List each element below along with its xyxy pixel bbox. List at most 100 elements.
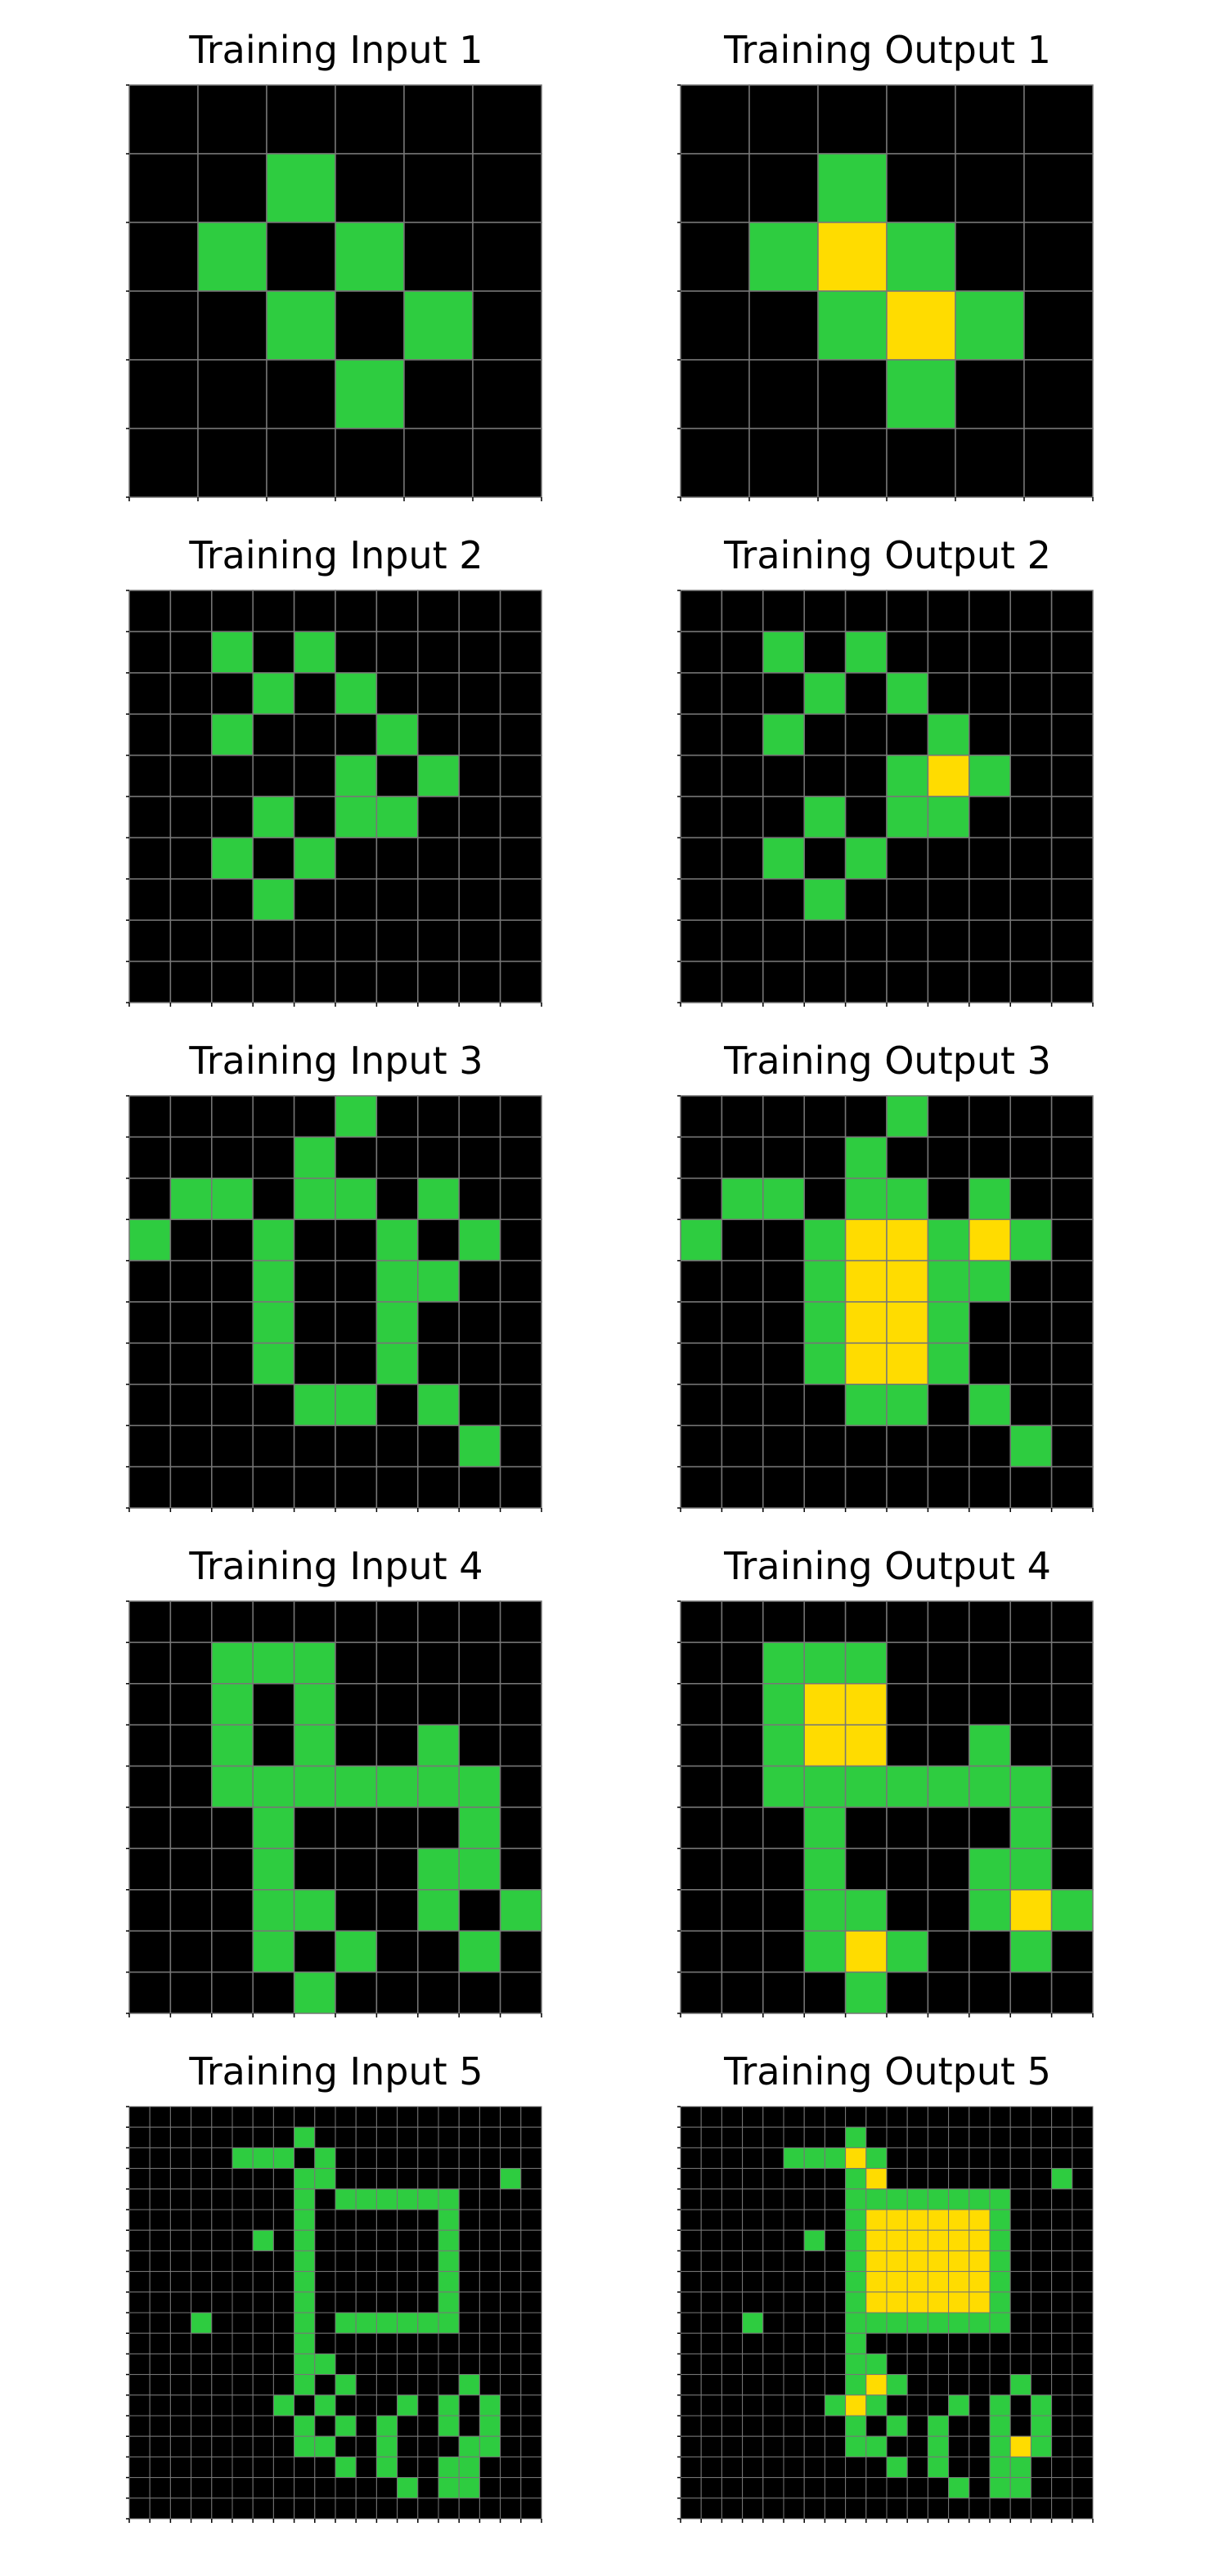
empty-cell xyxy=(803,713,847,756)
empty-cell xyxy=(314,2209,336,2231)
empty-cell xyxy=(500,2250,522,2273)
empty-cell xyxy=(149,2332,171,2354)
empty-cell xyxy=(128,1641,172,1685)
empty-cell xyxy=(969,837,1011,880)
green-cell xyxy=(438,2394,460,2417)
empty-cell xyxy=(355,2291,377,2313)
empty-cell xyxy=(969,2332,991,2354)
empty-cell xyxy=(231,2250,254,2273)
empty-cell xyxy=(721,1384,764,1426)
empty-cell xyxy=(824,2415,847,2437)
empty-cell xyxy=(417,1930,460,1973)
empty-cell xyxy=(375,2250,398,2273)
empty-cell xyxy=(783,2250,805,2273)
green-cell xyxy=(335,796,378,839)
empty-cell xyxy=(762,878,805,921)
empty-cell xyxy=(500,2394,522,2417)
green-cell xyxy=(252,1930,295,1973)
empty-cell xyxy=(824,2168,847,2190)
empty-cell xyxy=(417,2209,439,2231)
empty-cell xyxy=(458,1889,501,1932)
empty-cell xyxy=(783,2168,805,2190)
empty-cell xyxy=(149,2209,171,2231)
empty-cell xyxy=(969,631,1011,674)
empty-cell xyxy=(886,1425,929,1468)
empty-cell xyxy=(989,2147,1011,2170)
empty-cell xyxy=(293,672,336,715)
empty-cell xyxy=(128,2415,151,2437)
empty-cell xyxy=(1072,2435,1094,2457)
empty-cell xyxy=(969,713,1011,756)
green-cell xyxy=(803,1889,847,1932)
empty-cell xyxy=(417,1425,460,1468)
empty-cell xyxy=(762,1806,805,1850)
empty-cell xyxy=(252,2497,274,2520)
green-cell xyxy=(458,1806,501,1850)
panel-training-input-3: Training Input 3 xyxy=(126,1011,545,1518)
empty-cell xyxy=(721,878,764,921)
green-cell xyxy=(252,2147,274,2170)
empty-cell xyxy=(886,2497,908,2520)
green-cell xyxy=(969,2312,991,2334)
empty-cell xyxy=(128,1425,172,1468)
empty-cell xyxy=(886,837,929,880)
empty-cell xyxy=(1051,2147,1073,2170)
empty-cell xyxy=(128,2147,151,2170)
empty-cell xyxy=(721,2250,744,2273)
empty-cell xyxy=(955,222,1025,292)
empty-cell xyxy=(721,2188,744,2210)
empty-cell xyxy=(479,2312,501,2334)
empty-cell xyxy=(252,590,295,633)
green-cell xyxy=(927,1342,970,1385)
empty-cell xyxy=(762,2332,784,2354)
green-cell xyxy=(294,2250,316,2273)
empty-cell xyxy=(680,153,750,223)
green-cell xyxy=(1051,2168,1073,2190)
yellow-cell xyxy=(927,2291,950,2313)
green-cell xyxy=(948,2312,970,2334)
empty-cell xyxy=(906,2374,928,2396)
yellow-cell xyxy=(844,1683,888,1726)
empty-cell xyxy=(783,2415,805,2437)
green-cell xyxy=(886,796,929,839)
green-cell xyxy=(948,2394,970,2417)
green-cell xyxy=(375,1218,419,1262)
empty-cell xyxy=(906,2353,928,2376)
empty-cell xyxy=(458,1301,501,1344)
empty-cell xyxy=(272,2353,295,2376)
empty-cell xyxy=(499,754,542,797)
empty-cell xyxy=(520,2147,542,2170)
empty-cell xyxy=(742,2291,764,2313)
empty-cell xyxy=(417,2394,439,2417)
empty-cell xyxy=(1030,2291,1053,2313)
empty-cell xyxy=(417,1806,460,1850)
empty-cell xyxy=(272,2291,295,2313)
empty-cell xyxy=(293,1301,336,1344)
yellow-cell xyxy=(865,2291,888,2313)
green-cell xyxy=(294,2291,316,2313)
green-cell xyxy=(335,2415,357,2437)
empty-cell xyxy=(803,2456,825,2479)
green-cell xyxy=(397,2312,419,2334)
empty-cell xyxy=(335,2271,357,2293)
empty-cell xyxy=(803,1095,847,1138)
green-cell xyxy=(844,1765,888,1808)
empty-cell xyxy=(252,2394,274,2417)
green-cell xyxy=(969,1889,1011,1932)
empty-cell xyxy=(762,2477,784,2499)
panel-title: Training Input 1 xyxy=(189,28,483,72)
empty-cell xyxy=(335,2168,357,2190)
empty-cell xyxy=(1050,960,1094,1003)
empty-cell xyxy=(1009,1600,1053,1644)
green-cell xyxy=(335,1765,378,1808)
empty-cell xyxy=(149,2126,171,2148)
yellow-cell xyxy=(886,1342,929,1385)
green-cell xyxy=(989,2250,1011,2273)
empty-cell xyxy=(969,1930,1011,1973)
empty-cell xyxy=(252,713,295,756)
green-cell xyxy=(927,2188,950,2210)
yellow-cell xyxy=(906,2291,928,2313)
empty-cell xyxy=(1051,2312,1073,2334)
empty-cell xyxy=(169,1600,213,1644)
empty-cell xyxy=(191,2394,213,2417)
